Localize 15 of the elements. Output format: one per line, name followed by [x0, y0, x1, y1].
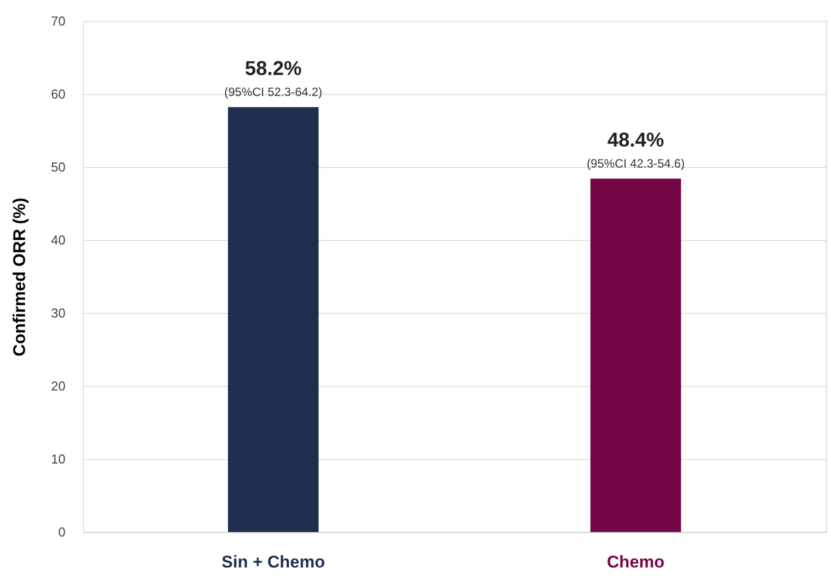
y-tick-label: 0 — [58, 524, 66, 540]
y-tick-label: 40 — [51, 232, 66, 248]
x-tick-label: Chemo — [606, 552, 665, 572]
x-tick-label: Sin + Chemo — [222, 552, 325, 572]
y-tick-label: 10 — [51, 452, 66, 466]
y-axis-title: Confirmed ORR (%) — [10, 198, 30, 356]
y-tick-label: 20 — [51, 378, 66, 394]
annotation: (95%CI 42.3-54.6) — [586, 156, 685, 171]
y-tick-label: 70 — [51, 14, 66, 28]
y-tick-label: 60 — [51, 86, 66, 102]
annotation: (95%CI 52.3-64.2) — [224, 85, 322, 100]
y-tick-label: 30 — [51, 306, 66, 320]
data-label: 48.4% — [607, 130, 664, 152]
y-tick-label: 50 — [51, 160, 66, 174]
data-label: 58.2% — [244, 58, 302, 80]
